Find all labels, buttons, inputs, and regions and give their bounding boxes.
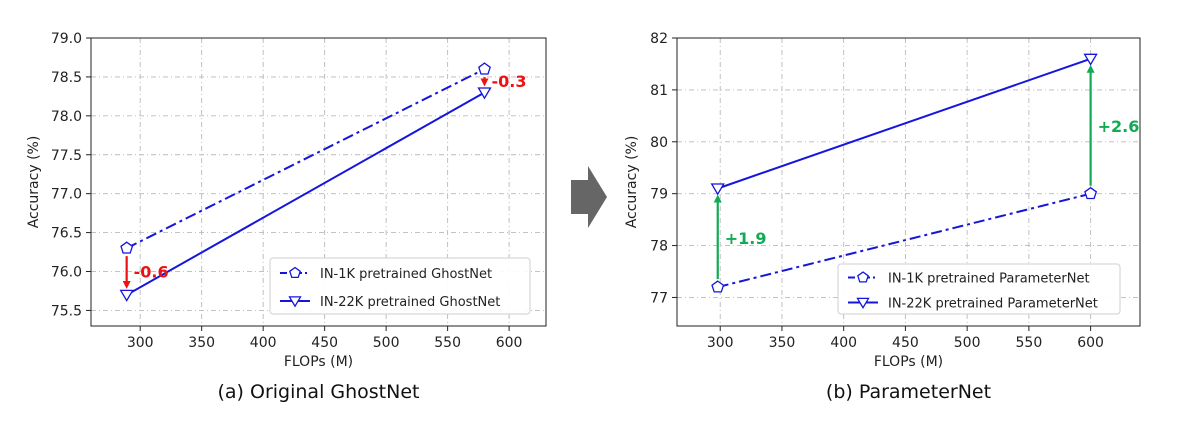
x-tick-label: 600 xyxy=(496,335,523,351)
legend-box xyxy=(269,257,531,315)
series-line-in22k xyxy=(717,57,1091,190)
legend-entry: IN-22K pretrained ParameterNet xyxy=(888,297,1098,312)
x-tick-label: 400 xyxy=(830,335,857,351)
delta-label: +1.9 xyxy=(725,229,767,248)
data-point-pentagon xyxy=(711,280,725,293)
x-tick-label: 300 xyxy=(127,335,154,351)
figure-caption: (b) ParameterNet xyxy=(826,381,991,403)
x-tick-label: 500 xyxy=(954,335,981,351)
legend-entry: IN-22K pretrained GhostNet xyxy=(320,295,500,310)
delta-label: +2.6 xyxy=(1098,117,1140,136)
x-axis-label: FLOPs (M) xyxy=(284,354,353,370)
x-tick-label: 300 xyxy=(707,335,734,351)
figure-caption: (a) Original GhostNet xyxy=(218,381,420,403)
y-tick-label: 78 xyxy=(650,239,668,255)
y-tick-label: 77.5 xyxy=(51,148,82,164)
legend-marker-triangle xyxy=(856,297,870,309)
data-point-triangle xyxy=(477,87,492,100)
series-line-in1k xyxy=(717,192,1091,289)
delta-label: -0.6 xyxy=(134,263,169,282)
y-axis-label: Accuracy (%) xyxy=(624,136,640,229)
y-tick-label: 80 xyxy=(650,135,668,151)
y-tick-label: 76.5 xyxy=(51,226,82,242)
data-point-pentagon xyxy=(1084,186,1098,200)
data-point-pentagon xyxy=(120,241,134,254)
x-tick-label: 550 xyxy=(1016,335,1043,351)
x-tick-label: 350 xyxy=(769,335,796,351)
chart-original-ghostnet: 300 350 400 450 500 550 600 75.5 76.0 76.5 77.0 77.… xyxy=(26,31,547,403)
data-point-pentagon xyxy=(478,62,491,75)
x-tick-label: 450 xyxy=(892,335,919,351)
y-tick-label: 78.5 xyxy=(51,70,82,86)
y-tick-label: 75.5 xyxy=(51,303,82,319)
x-axis-label: FLOPs (M) xyxy=(874,354,943,370)
y-tick-label: 79.0 xyxy=(51,31,82,47)
legend-marker-pentagon xyxy=(289,266,301,279)
y-tick-label: 81 xyxy=(650,83,668,99)
legend-entry: IN-1K pretrained GhostNet xyxy=(320,267,492,282)
x-tick-label: 350 xyxy=(188,335,215,351)
x-tick-label: 400 xyxy=(250,335,277,351)
plot-frame xyxy=(90,37,547,327)
delta-label: -0.3 xyxy=(492,72,527,91)
y-tick-label: 77 xyxy=(650,290,668,306)
data-point-triangle xyxy=(710,183,725,196)
y-tick-label: 77.0 xyxy=(51,187,82,203)
transition-arrow-icon xyxy=(571,166,607,228)
y-tick-label: 82 xyxy=(650,31,668,47)
x-tick-label: 550 xyxy=(434,335,461,351)
y-axis-label: Accuracy (%) xyxy=(26,136,42,229)
plot-frame xyxy=(676,37,1141,327)
legend-box xyxy=(837,263,1121,315)
chart-parameternet: 300 350 400 450 500 550 600 77 78 79 80 81 82 FLOPs (… xyxy=(624,31,1141,403)
legend-entry: IN-1K pretrained ParameterNet xyxy=(888,272,1090,287)
data-point-triangle xyxy=(1083,53,1098,66)
y-tick-label: 78.0 xyxy=(51,109,82,125)
series-line-in22k xyxy=(126,91,485,296)
y-tick-label: 76.0 xyxy=(51,265,82,281)
x-tick-label: 450 xyxy=(311,335,338,351)
x-tick-label: 500 xyxy=(373,335,400,351)
y-tick-label: 79 xyxy=(650,187,668,203)
legend-marker-pentagon xyxy=(857,271,869,283)
series-line-in1k xyxy=(126,68,485,250)
x-tick-label: 600 xyxy=(1077,335,1104,351)
data-point-triangle xyxy=(119,289,134,302)
legend-marker-triangle xyxy=(288,296,302,308)
